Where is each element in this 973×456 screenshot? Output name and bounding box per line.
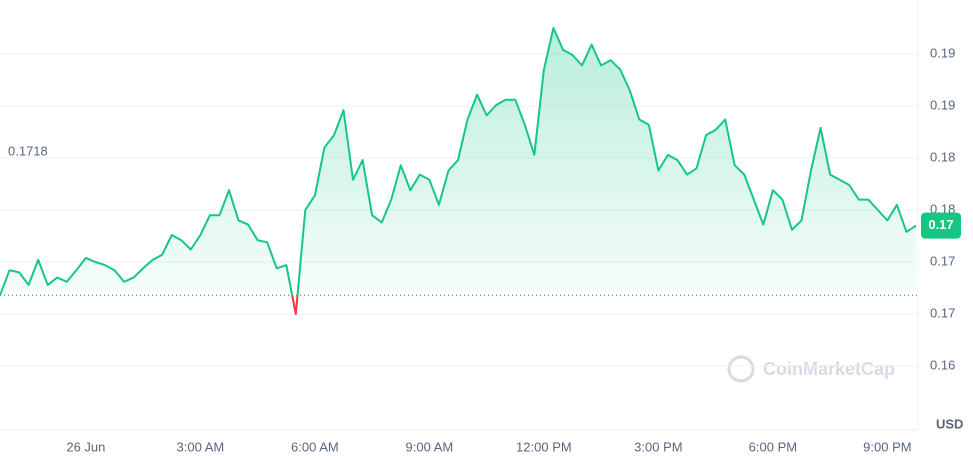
y-tick-label: 0.19 — [930, 97, 955, 112]
baseline-label: 0.1718 — [8, 143, 48, 158]
price-tag-label: 0.17 — [928, 217, 953, 232]
price-line — [0, 27, 917, 315]
price-area — [0, 28, 916, 314]
x-tick-label: 9:00 PM — [863, 439, 911, 454]
price-tag — [921, 212, 961, 239]
x-tick-label: 6:00 PM — [749, 439, 797, 454]
y-tick-label: 0.17 — [930, 253, 955, 268]
unit-label: USD — [936, 416, 963, 431]
y-tick-label: 0.16 — [930, 357, 955, 372]
watermark-logo — [727, 355, 755, 383]
y-tick-label: 0.19 — [930, 45, 955, 60]
y-tick-label: 0.17 — [930, 305, 955, 320]
watermark: CoinMarketCap — [727, 355, 895, 383]
x-tick-label: 3:00 PM — [634, 439, 682, 454]
x-tick-label: 26 Jun — [66, 439, 105, 454]
x-tick-label: 6:00 AM — [291, 439, 339, 454]
x-tick-label: 9:00 AM — [406, 439, 454, 454]
x-tick-label: 3:00 AM — [177, 439, 225, 454]
y-tick-label: 0.18 — [930, 149, 955, 164]
x-tick-label: 12:00 PM — [516, 439, 572, 454]
watermark-text: CoinMarketCap — [763, 359, 895, 379]
